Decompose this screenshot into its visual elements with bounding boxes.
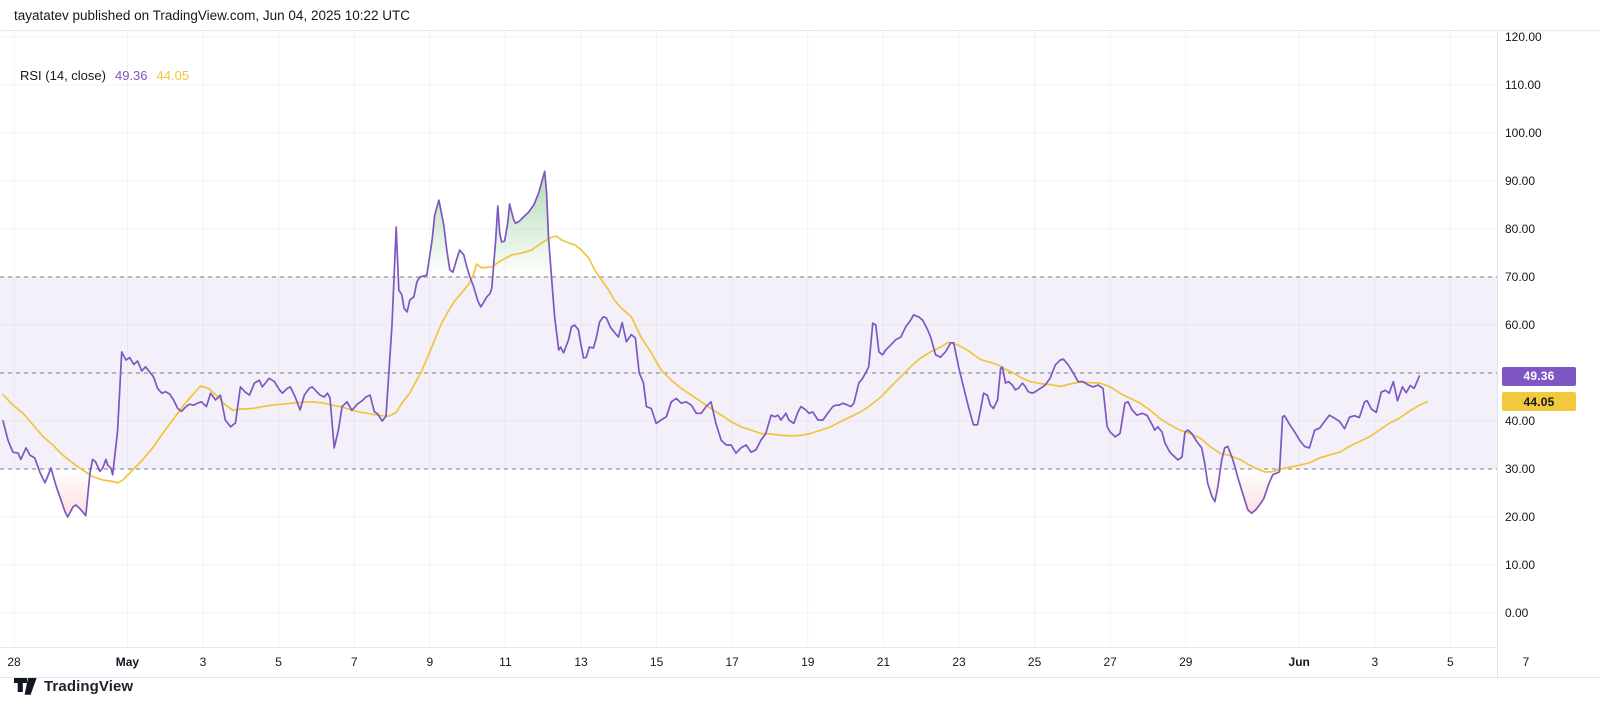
time-scale-label: 5 [1447,655,1454,669]
time-scale-label: 23 [952,655,966,669]
legend-indicator-name: RSI (14, close) [20,68,106,83]
time-scale-label: 7 [350,655,358,669]
time-scale-label: 3 [1371,655,1379,669]
time-scale-label: 25 [1027,655,1042,669]
rsi-chart-canvas[interactable] [0,30,1497,647]
ma-value-badge: 44.05 [1502,392,1576,412]
price-scale-label: 60.00 [1505,318,1536,332]
tradingview-brand[interactable]: TradingView [44,678,134,695]
price-scale[interactable]: 0.00 10.00 20.00 30.00 40.00 60.00 70.00 80.00 9… [1497,30,1600,647]
chart-pane[interactable]: RSI (14, close) 49.36 44.05 [0,30,1497,647]
price-scale-label: 0.00 [1505,606,1529,620]
oversold-fill [51,469,91,517]
rsi-line[interactable] [2,170,1421,518]
price-scale-label: 90.00 [1505,174,1536,188]
publication-title: tayatatev published on TradingView.com, … [14,8,411,23]
price-scale-label: 40.00 [1505,414,1536,428]
time-scale-label: 5 [275,655,282,669]
legend-rsi-value: 49.36 [114,68,148,83]
bottom-separator [0,677,1600,678]
price-scale-label: 110.00 [1505,78,1541,92]
time-scale-label: May [115,655,140,669]
pane-top-border [0,30,1600,31]
time-scale-label: 15 [649,655,664,669]
price-scale-label: 20.00 [1505,510,1536,524]
price-scale-label: 120.00 [1505,30,1542,44]
time-scale-label: 3 [199,655,207,669]
price-scale-label: 10.00 [1505,558,1536,572]
oversold-fill [38,469,51,483]
time-scale-label: 7 [1522,655,1530,669]
footer: TradingView [14,678,133,695]
time-scale-border [0,647,1497,648]
rsi-value-badge: 49.36 [1502,366,1576,386]
indicator-legend: RSI (14, close) 49.36 44.05 [20,68,189,83]
oversold-fill [1235,469,1280,514]
price-scale-label: 30.00 [1505,462,1536,476]
legend-ma-value: 44.05 [156,68,190,83]
time-scale-label: 13 [574,655,588,669]
price-scale-label: 80.00 [1505,222,1536,236]
time-scale-label: 27 [1103,655,1117,669]
tradingview-logo-icon[interactable] [14,678,37,695]
time-scale-label: Jun [1288,655,1310,669]
time-scale-label: 9 [426,655,434,669]
time-scale-label: 28 [7,655,21,669]
time-scale-label: 29 [1179,655,1193,669]
time-scale-label: 17 [725,655,739,669]
time-scale-label: 21 [876,655,891,669]
price-scale-label: 100.00 [1505,126,1542,140]
price-scale-label: 70.00 [1505,270,1536,284]
oversold-fill [1205,469,1221,502]
time-scale[interactable]: 28 May 3 5 7 9 11 13 15 17 19 21 23 25 27 29 Jun 3 5 7 [0,647,1600,677]
time-scale-label: 19 [801,655,815,669]
rsi-ma-line[interactable] [2,235,1429,484]
price-scale-border [1497,30,1498,677]
time-scale-label: 11 [499,655,512,669]
